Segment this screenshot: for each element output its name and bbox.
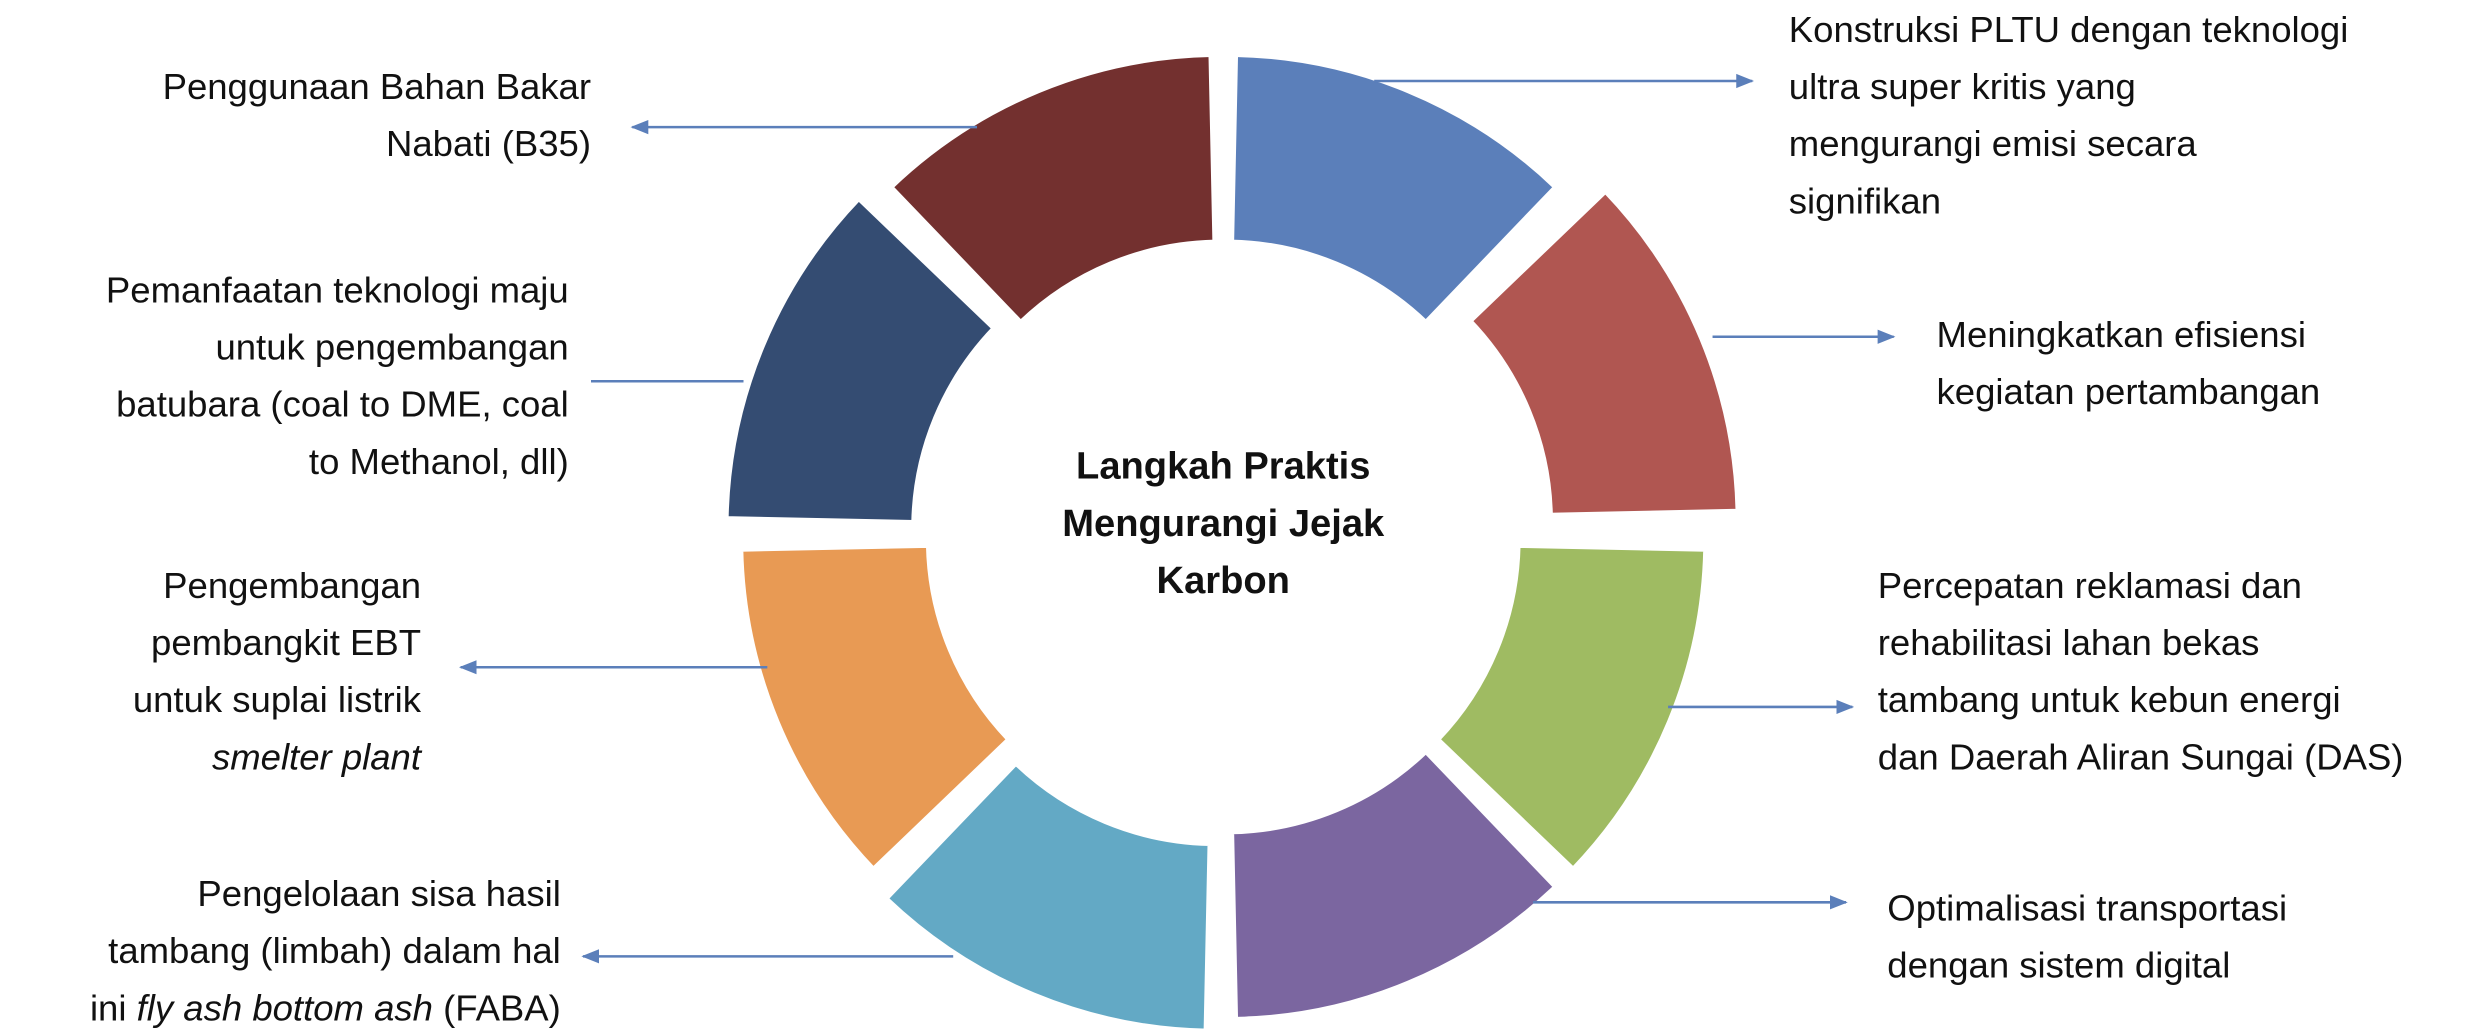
node-label: Pengelolaan sisa hasil — [197, 873, 560, 914]
node-label: smelter plant — [212, 736, 423, 777]
node-label: dengan sistem digital — [1887, 944, 2230, 985]
label-run: untuk suplai listrik — [133, 679, 422, 720]
node-label: Konstruksi PLTU dengan teknologi — [1789, 8, 2349, 49]
node-label: Meningkatkan efisiensi — [1937, 313, 2306, 354]
segment — [1229, 52, 1559, 326]
segment — [1434, 543, 1709, 873]
label-run: fly ash bottom ash — [137, 987, 433, 1028]
label-run: Percepatan reklamasi dan — [1878, 564, 2302, 605]
label-run: Pengelolaan sisa hasil — [197, 873, 560, 914]
label-run: ultra super kritis yang — [1789, 66, 2136, 107]
node-label: to Methanol, dll) — [309, 441, 569, 482]
label-run: tambang (limbah) dalam hal — [108, 930, 561, 971]
label-run: Nabati (B35) — [386, 123, 591, 164]
label-run: dan Daerah Aliran Sungai (DAS) — [1878, 736, 2404, 777]
label-run: Pengembangan — [163, 564, 421, 605]
segment — [1466, 187, 1741, 518]
label-run: dengan sistem digital — [1887, 944, 2230, 985]
label-run: to Methanol, dll) — [309, 441, 569, 482]
label-run: kegiatan pertambangan — [1937, 371, 2321, 412]
node-label: Percepatan reklamasi dan — [1878, 564, 2302, 605]
node-label: untuk pengembangan — [215, 326, 568, 367]
node-label: signifikan — [1789, 180, 1941, 221]
node-label: tambang (limbah) dalam hal — [108, 930, 561, 971]
donut — [723, 52, 1741, 1031]
segment — [738, 543, 1013, 873]
segment — [1229, 748, 1559, 1022]
node-label: kegiatan pertambangan — [1937, 371, 2321, 412]
label-run: Meningkatkan efisiensi — [1937, 313, 2306, 354]
label-run: (FABA) — [433, 987, 561, 1028]
node-label: Nabati (B35) — [386, 123, 591, 164]
node: Pengembangan pembangkit EBT untuk suplai l… — [133, 564, 768, 777]
label-run: tambang untuk kebun energi — [1878, 679, 2341, 720]
node: Konstruksi PLTU dengan teknologi ultra su… — [1374, 8, 2348, 221]
label-run: batubara (coal to DME, coal — [116, 383, 569, 424]
node-label: untuk suplai listrik — [133, 679, 422, 720]
node-label: Penggunaan Bahan Bakar — [163, 66, 591, 107]
node-label: Optimalisasi transportasi — [1887, 887, 2287, 928]
label-run: rehabilitasi lahan bekas — [1878, 622, 2260, 663]
node: Penggunaan Bahan Bakar Nabati (B35) — [163, 66, 978, 164]
node: Meningkatkan efisiensi kegiatan pertamban… — [1712, 313, 2321, 412]
center-title: Mengurangi Jejak — [1062, 502, 1385, 545]
label-run: Pemanfaatan teknologi maju — [106, 269, 569, 310]
node: Percepatan reklamasi dan rehabilitasi lah… — [1668, 564, 2403, 777]
label-run: signifikan — [1789, 180, 1941, 221]
node-label: Pemanfaatan teknologi maju — [106, 269, 569, 310]
center-title: Langkah Praktis — [1076, 445, 1370, 488]
node-label: ini fly ash bottom ash (FABA) — [90, 987, 561, 1028]
node-label: rehabilitasi lahan bekas — [1878, 622, 2260, 663]
node-label: tambang untuk kebun energi — [1878, 679, 2341, 720]
label-run: pembangkit EBT — [151, 622, 421, 663]
node: Pengelolaan sisa hasil tambang (limbah) d… — [90, 873, 954, 1028]
label-run: Konstruksi PLTU dengan teknologi — [1789, 8, 2349, 49]
segment — [882, 759, 1213, 1031]
node-label: pembangkit EBT — [151, 622, 421, 663]
node: Optimalisasi transportasi dengan sistem d… — [1533, 887, 2287, 985]
label-run: untuk pengembangan — [215, 326, 568, 367]
node-label: dan Daerah Aliran Sungai (DAS) — [1878, 736, 2404, 777]
node-label: mengurangi emisi secara — [1789, 123, 2198, 164]
labels: Langkah Praktis Mengurangi Jejak Karbon Kon… — [90, 8, 2404, 1028]
center-title: Karbon — [1157, 559, 1290, 602]
node: Pemanfaatan teknologi maju untuk pengemba… — [106, 269, 744, 482]
node-label: batubara (coal to DME, coal — [116, 383, 569, 424]
segment — [723, 195, 998, 525]
label-run: Penggunaan Bahan Bakar — [163, 66, 591, 107]
label-run: mengurangi emisi secara — [1789, 123, 2198, 164]
node-label: ultra super kritis yang — [1789, 66, 2136, 107]
label-run: Optimalisasi transportasi — [1887, 887, 2287, 928]
node-label: Pengembangan — [163, 564, 421, 605]
label-run: smelter plant — [212, 736, 423, 777]
label-run: ini — [90, 987, 137, 1028]
segment — [887, 52, 1218, 326]
